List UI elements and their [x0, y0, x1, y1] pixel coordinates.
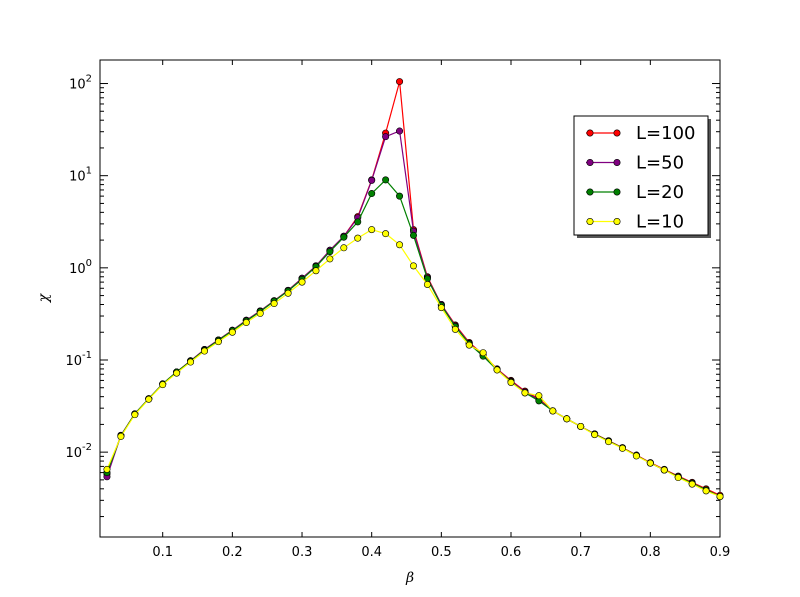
data-point	[200, 347, 208, 355]
data-point	[159, 381, 167, 389]
legend-marker	[586, 159, 594, 167]
data-point	[354, 218, 362, 226]
y-tick-label: 10-2	[65, 442, 92, 461]
y-tick-label: 10-1	[65, 350, 92, 369]
legend-label: L=100	[636, 123, 695, 144]
data-point	[423, 280, 431, 288]
legend-frame	[573, 115, 709, 236]
legend-label: L=20	[636, 182, 684, 203]
data-point	[618, 444, 626, 452]
data-point	[451, 325, 459, 333]
data-point	[145, 395, 153, 403]
data-point	[326, 255, 334, 263]
legend-label: L=50	[636, 153, 684, 174]
data-point	[131, 411, 139, 419]
data-point	[716, 493, 724, 501]
data-point	[242, 319, 250, 327]
data-point	[674, 474, 682, 482]
data-point	[340, 244, 348, 252]
data-point	[493, 366, 501, 374]
data-point	[563, 415, 571, 423]
legend-marker	[586, 218, 594, 226]
legend: L=100 L=50 L=20 L=10	[573, 115, 711, 238]
data-point	[632, 452, 640, 460]
legend-label: L=10	[636, 212, 684, 233]
data-point	[368, 176, 376, 184]
data-point	[187, 358, 195, 366]
data-point	[688, 480, 696, 488]
x-tick-label: 0.7	[570, 545, 591, 560]
data-point	[396, 78, 404, 86]
data-point	[591, 431, 599, 439]
data-point	[173, 369, 181, 377]
data-point	[409, 262, 417, 270]
data-point	[312, 267, 320, 275]
y-axis: 10-2 10-1 100 101 102	[65, 74, 720, 518]
x-tick-label: 0.1	[152, 545, 173, 560]
x-tick-label: 0.3	[292, 545, 313, 560]
y-axis-label: χ	[36, 292, 52, 303]
series-layer	[103, 78, 724, 501]
data-point	[382, 133, 390, 141]
x-tick-label: 0.8	[640, 545, 661, 560]
data-point	[507, 378, 515, 386]
data-point	[646, 459, 654, 467]
data-point	[409, 231, 417, 239]
data-point	[437, 304, 445, 312]
data-point	[382, 230, 390, 238]
data-point	[256, 309, 264, 317]
y-tick-label: 102	[69, 74, 92, 93]
legend-marker	[613, 159, 621, 167]
data-point	[605, 438, 613, 446]
data-point	[368, 190, 376, 198]
legend-items: L=100 L=50 L=20 L=10	[586, 123, 695, 233]
data-point	[382, 176, 390, 184]
data-point	[368, 226, 376, 234]
data-point	[396, 192, 404, 200]
data-point	[479, 349, 487, 357]
data-point	[298, 278, 306, 286]
x-tick-label: 0.9	[710, 545, 731, 560]
data-point	[354, 234, 362, 242]
data-point	[702, 487, 710, 495]
data-point	[577, 422, 585, 430]
data-point	[396, 127, 404, 135]
y-tick-label: 100	[69, 258, 92, 277]
data-point	[103, 465, 111, 473]
legend-marker	[586, 129, 594, 137]
data-point	[228, 328, 236, 336]
x-tick-label: 0.4	[361, 545, 382, 560]
legend-marker	[613, 218, 621, 226]
series-L=10	[103, 226, 724, 501]
data-point	[340, 233, 348, 241]
data-point	[214, 338, 222, 346]
data-point	[535, 392, 543, 400]
x-tick-label: 0.2	[222, 545, 243, 560]
x-axis: 0.1 0.2 0.3 0.4 0.5 0.6 0.7 0.8 0.9	[152, 60, 730, 560]
data-point	[326, 248, 334, 256]
data-point	[284, 289, 292, 297]
data-point	[396, 241, 404, 249]
data-point	[521, 389, 529, 397]
data-point	[270, 300, 278, 308]
data-point	[465, 341, 473, 349]
x-tick-label: 0.6	[501, 545, 522, 560]
legend-marker	[613, 188, 621, 196]
x-axis-label: β	[405, 570, 414, 586]
data-point	[117, 432, 125, 440]
x-tick-label: 0.5	[431, 545, 452, 560]
data-point	[660, 466, 668, 474]
legend-marker	[586, 188, 594, 196]
data-point	[549, 407, 557, 415]
legend-marker	[613, 129, 621, 137]
y-tick-label: 101	[69, 166, 92, 185]
